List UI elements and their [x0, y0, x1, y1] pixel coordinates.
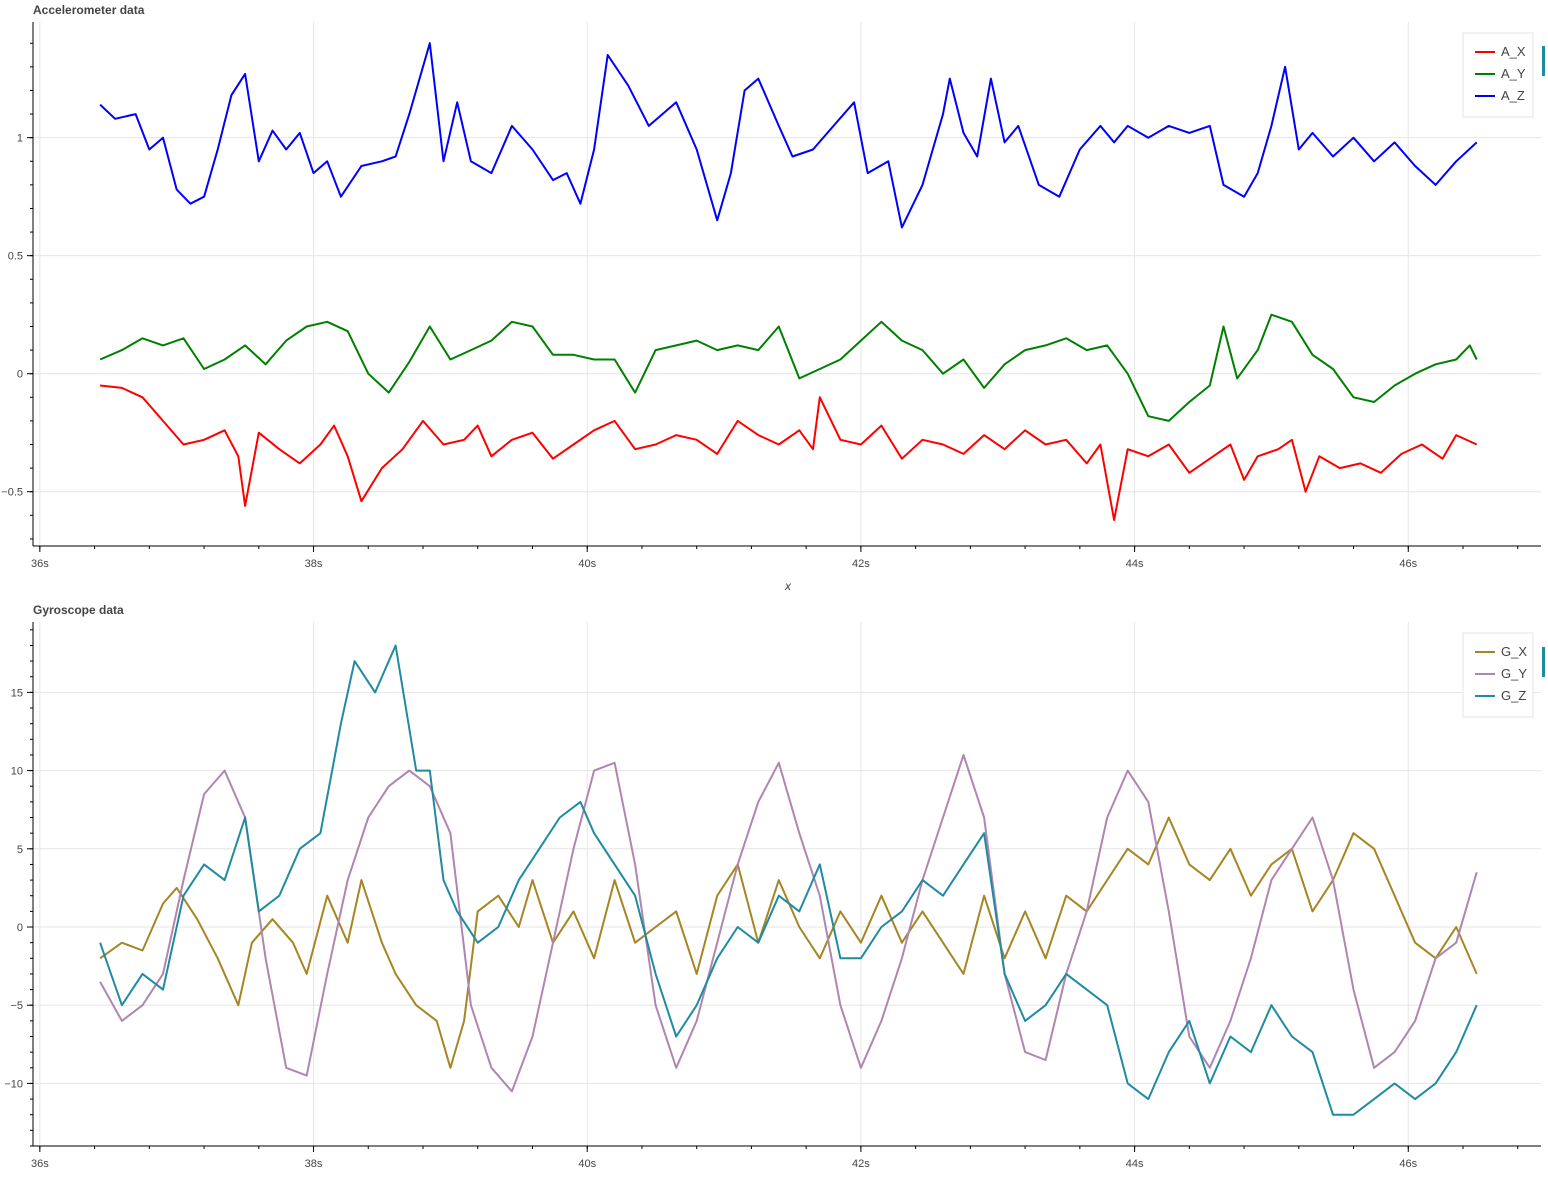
- accelerometer-x-tick-label: 40s: [578, 558, 596, 570]
- accelerometer-x-tick-label: 42s: [852, 558, 870, 570]
- accelerometer-chart-title: Accelerometer data: [33, 3, 145, 17]
- accelerometer-x-tick-label: 44s: [1126, 558, 1144, 570]
- series-line-g-y: [99, 754, 1478, 1093]
- legend-label[interactable]: A_Y: [1501, 66, 1526, 81]
- gyroscope-legend: [1462, 632, 1534, 718]
- gyroscope-chart-title: Gyroscope data: [33, 603, 124, 617]
- accelerometer-x-tick-label: 38s: [305, 558, 323, 570]
- series-line-a-y: [99, 313, 1478, 422]
- gyroscope-y-tick-label: 0: [17, 922, 23, 934]
- accelerometer-x-tick-label: 46s: [1399, 558, 1417, 570]
- gyroscope-chart: Gyroscope data 36s 38s 40s 42s 44s 46s −10 −5 0 5…: [4, 603, 1541, 1170]
- toolbar-edge-marker[interactable]: [1542, 647, 1545, 677]
- gyroscope-x-tick-label: 42s: [852, 1158, 870, 1170]
- legend-label[interactable]: G_X: [1501, 644, 1527, 659]
- gyroscope-y-tick-label: −5: [10, 1000, 23, 1012]
- accelerometer-x-tick-label: 36s: [31, 558, 49, 570]
- accelerometer-chart: Accelerometer data 36s 38s 40s 42s 44s 46s −0.…: [1, 3, 1541, 593]
- gyroscope-x-tick-label: 38s: [305, 1158, 323, 1170]
- accelerometer-y-tick-label: −0.5: [1, 487, 23, 499]
- accelerometer-legend: [1462, 32, 1534, 118]
- toolbar-edge-marker[interactable]: [1542, 46, 1545, 76]
- accelerometer-x-axis-label: x: [784, 579, 792, 593]
- accelerometer-y-tick-label: 0.5: [8, 251, 23, 263]
- gyroscope-y-tick-label: −10: [4, 1078, 23, 1090]
- series-line-g-z: [99, 644, 1478, 1116]
- gyroscope-y-tick-label: 15: [11, 687, 23, 699]
- series-line-a-x: [99, 384, 1478, 521]
- series-line-a-z: [99, 42, 1478, 229]
- gyroscope-y-tick-label: 5: [17, 844, 23, 856]
- legend-label[interactable]: G_Z: [1501, 688, 1526, 703]
- legend-label[interactable]: A_Z: [1501, 88, 1525, 103]
- legend-label[interactable]: A_X: [1501, 44, 1526, 59]
- legend-label[interactable]: G_Y: [1501, 666, 1527, 681]
- accelerometer-y-tick-label: 1: [17, 133, 23, 145]
- gyroscope-x-tick-label: 40s: [578, 1158, 596, 1170]
- gyroscope-x-tick-label: 46s: [1399, 1158, 1417, 1170]
- gyroscope-y-tick-label: 10: [11, 766, 23, 778]
- accelerometer-y-tick-label: 0: [17, 369, 23, 381]
- gyroscope-x-tick-label: 44s: [1126, 1158, 1144, 1170]
- gyroscope-x-tick-label: 36s: [31, 1158, 49, 1170]
